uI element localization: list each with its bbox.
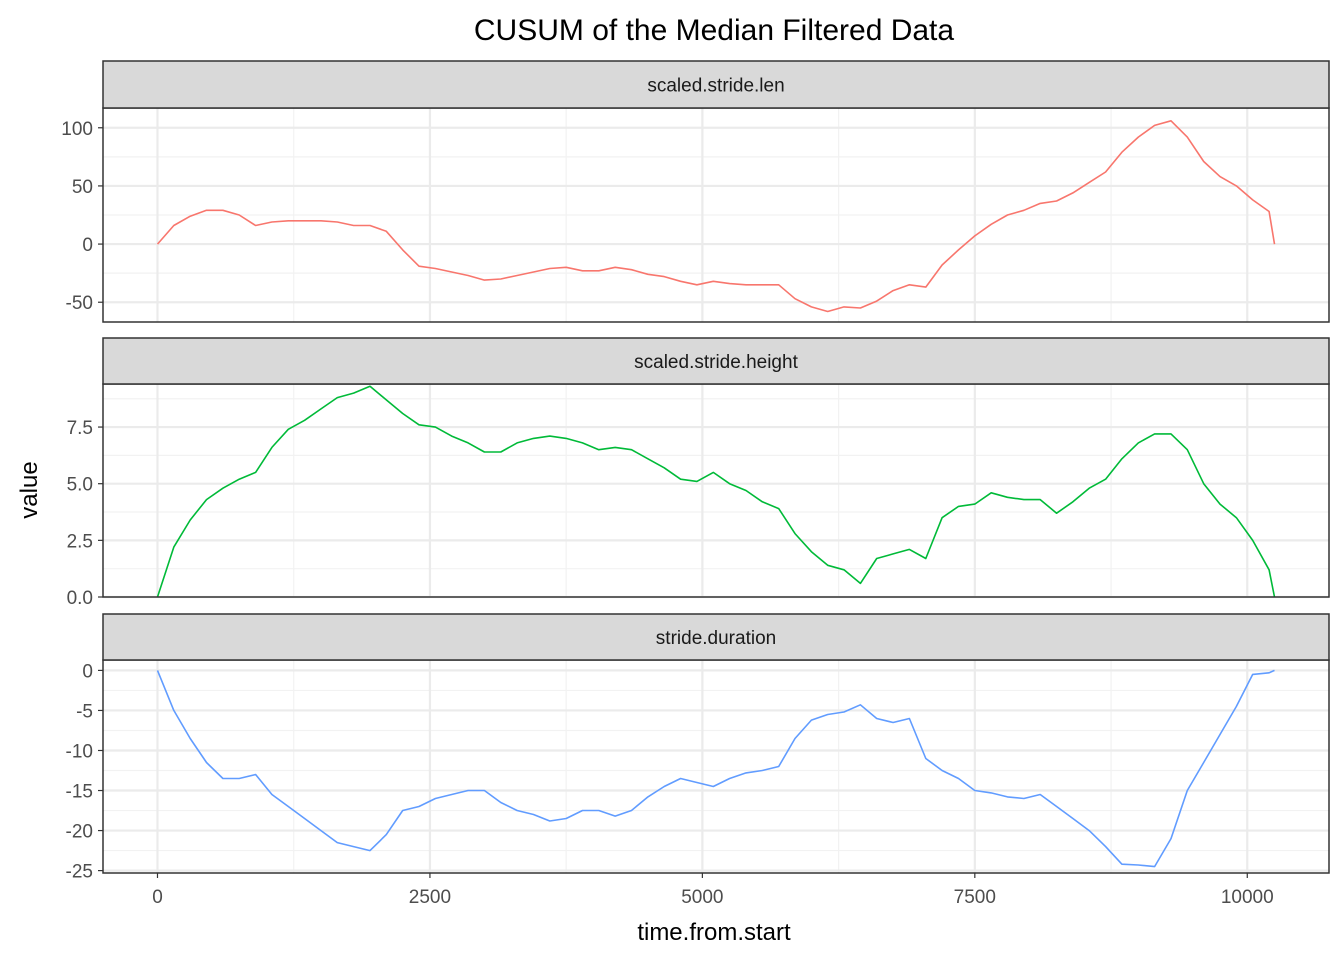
y-tick-label: 0 [82,235,93,256]
x-axis: 0 2500 5000 7500 10000 [152,873,1274,908]
series-line-scaled-stride-height [156,385,1276,598]
y-tick-label: -15 [66,782,93,803]
y-tick-label: 2.5 [67,531,93,552]
x-tick-label: 2500 [409,887,451,908]
y-tick-label: 50 [72,177,93,198]
y-tick-label: 7.5 [67,418,93,439]
panel-scaled-stride-height: 0.0 2.5 5.0 7.5 scaled.stride.height [67,337,1330,609]
panel-background [103,660,1329,873]
y-tick-label: 0 [82,661,93,682]
x-tick-label: 0 [152,887,163,908]
panel-stride-duration: -25 -20 -15 -10 -5 0 stride.duration [66,613,1330,883]
y-tick-label: 0.0 [67,588,93,609]
x-tick-label: 5000 [681,887,723,908]
y-tick-label: -10 [66,741,93,762]
facet-strip [102,60,1330,109]
facet-strip [102,613,1330,661]
facet-panels: -50050100scaled.stride.len0.02.55.07.5sc… [61,60,1330,883]
series-line-scaled-stride-len [156,120,1276,313]
y-tick-label: 5.0 [67,475,93,496]
facet-strip-label: stride.duration [656,628,776,649]
x-tick-label: 10000 [1221,887,1274,908]
y-tick-label: -50 [66,293,93,314]
y-axis-title: value [16,461,43,518]
chart-title: CUSUM of the Median Filtered Data [474,14,955,47]
y-tick-label: -25 [66,862,93,883]
facet-strip-label: scaled.stride.height [634,352,798,373]
panel-background [103,384,1329,597]
x-tick-label: 7500 [954,887,996,908]
panel-scaled-stride-len: -50 0 50 100 scaled.stride.len [61,60,1330,323]
series-line-stride-duration [156,669,1275,868]
facet-strip-label: scaled.stride.len [647,76,784,97]
y-tick-label: 100 [61,119,93,140]
y-tick-label: -20 [66,822,93,843]
x-axis-title: time.from.start [637,919,791,946]
facet-strip [102,337,1330,385]
y-tick-label: -5 [76,701,93,722]
